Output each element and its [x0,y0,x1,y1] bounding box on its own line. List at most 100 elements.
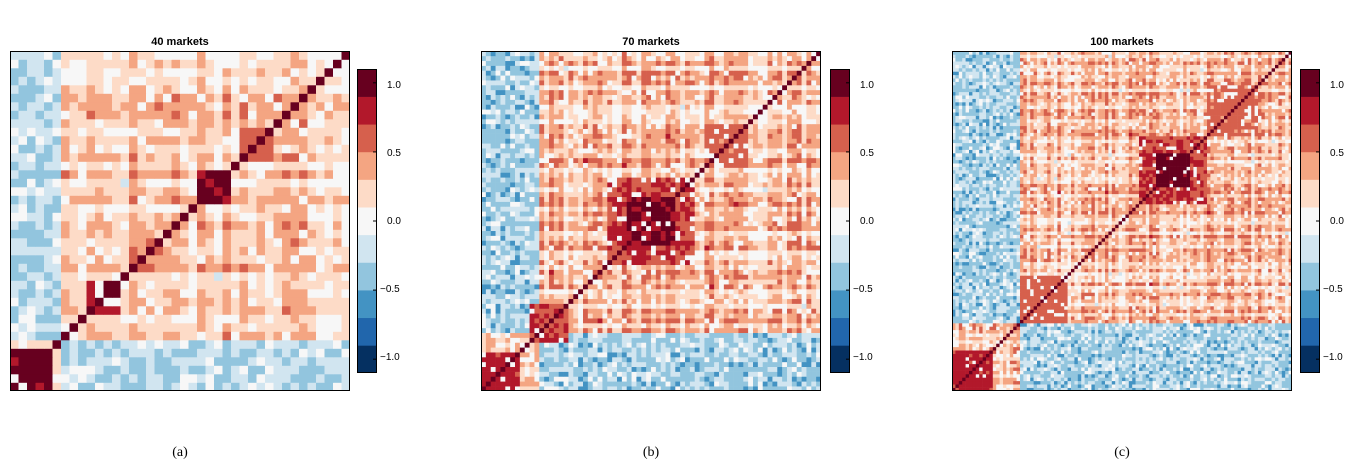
heatmap-cell [544,386,550,391]
heatmap-cell [505,196,511,202]
heatmap-cell [816,289,821,295]
heatmap-cell [231,119,240,128]
heatmap-cell [103,280,113,290]
heatmap-cell [621,216,628,222]
heatmap-cell [777,177,783,183]
heatmap-cell [728,225,734,232]
heatmap-cell [806,211,812,217]
heatmap-cell [333,119,342,128]
heatmap-cell [515,313,521,319]
heatmap-cell [256,119,266,128]
heatmap-cell [743,250,749,256]
heatmap-cell [307,331,317,341]
heatmap-cell [500,196,506,202]
heatmap-cell [816,157,821,164]
heatmap-cell [621,323,628,329]
heatmap-cell [587,361,594,368]
heatmap-cell [631,162,637,168]
heatmap-cell [256,348,266,358]
heatmap-cell [655,279,662,285]
heatmap-cell [748,269,754,275]
heatmap-cell [549,211,555,217]
heatmap-cell [583,342,589,348]
heatmap-cell [197,323,206,332]
heatmap-cell [573,342,579,348]
heatmap-cell [341,382,350,391]
heatmap-cell [248,161,257,171]
heatmap-cell [265,348,274,358]
heatmap-cell [621,337,628,343]
heatmap-cell [573,255,579,261]
heatmap-cell [670,211,676,217]
heatmap-cell [665,191,671,198]
heatmap-cell [519,269,526,275]
heatmap-cell [592,240,598,246]
heatmap-cell [10,323,19,332]
heatmap-cell [757,381,764,387]
heatmap-cell [757,327,764,334]
heatmap-cell [239,221,249,230]
heatmap-cell [146,76,155,86]
heatmap-cell [324,195,334,205]
heatmap-cell [757,206,764,212]
heatmap-cell [137,85,147,94]
heatmap-cell [646,318,652,324]
heatmap-cell [239,306,249,315]
heatmap-cell [515,347,521,353]
heatmap-cell [738,361,744,368]
heatmap-cell [704,201,710,207]
heatmap-cell [290,340,300,349]
heatmap-cell [791,366,798,372]
heatmap-cell [787,327,793,334]
heatmap-cell [631,157,637,164]
heatmap-cell [324,357,334,366]
heatmap-cell [660,352,666,358]
heatmap-cell [544,187,550,193]
heatmap-cell [811,361,817,368]
heatmap-cell [675,327,681,334]
heatmap-cell [743,225,749,232]
heatmap-cell [137,102,147,111]
heatmap-cell [621,352,628,358]
heatmap-cell [519,293,526,300]
heatmap-cell [27,272,36,281]
heatmap-cell [500,264,506,270]
heatmap-cell [680,352,686,358]
heatmap-cell [597,216,603,222]
heatmap-cell [341,144,350,154]
heatmap-cell [777,211,783,217]
heatmap-cell [597,191,603,198]
heatmap-cell [129,280,138,290]
heatmap-cell [762,206,768,212]
heatmap-cell [95,110,104,120]
heatmap-cell [578,167,584,173]
heatmap-cell [719,211,725,217]
heatmap-cell [539,230,545,236]
heatmap-cell [602,245,608,251]
heatmap-cell [524,264,530,270]
heatmap-cell [78,170,87,179]
heatmap-cell [641,313,647,319]
heatmap-cell [27,374,36,383]
heatmap-cell [341,306,350,315]
heatmap-cell [680,284,686,290]
heatmap-cell [485,298,492,304]
heatmap-cell [256,110,266,120]
heatmap-cell [704,211,710,217]
heatmap-cell [675,284,681,290]
heatmap-cell [273,51,283,60]
heatmap-cell [728,191,734,198]
heatmap-cell [714,342,720,348]
heatmap-cell [558,376,564,382]
heatmap-cell [78,136,87,145]
heatmap-cell [816,216,821,222]
heatmap-cell [597,250,603,256]
heatmap-cell [816,225,821,232]
heatmap-cell [777,284,783,290]
heatmap-cell [86,204,96,213]
heatmap-cell [699,323,705,329]
heatmap-cell [44,212,53,222]
heatmap-cell [665,342,671,348]
heatmap-cell [505,327,511,334]
heatmap-cell [146,195,155,205]
